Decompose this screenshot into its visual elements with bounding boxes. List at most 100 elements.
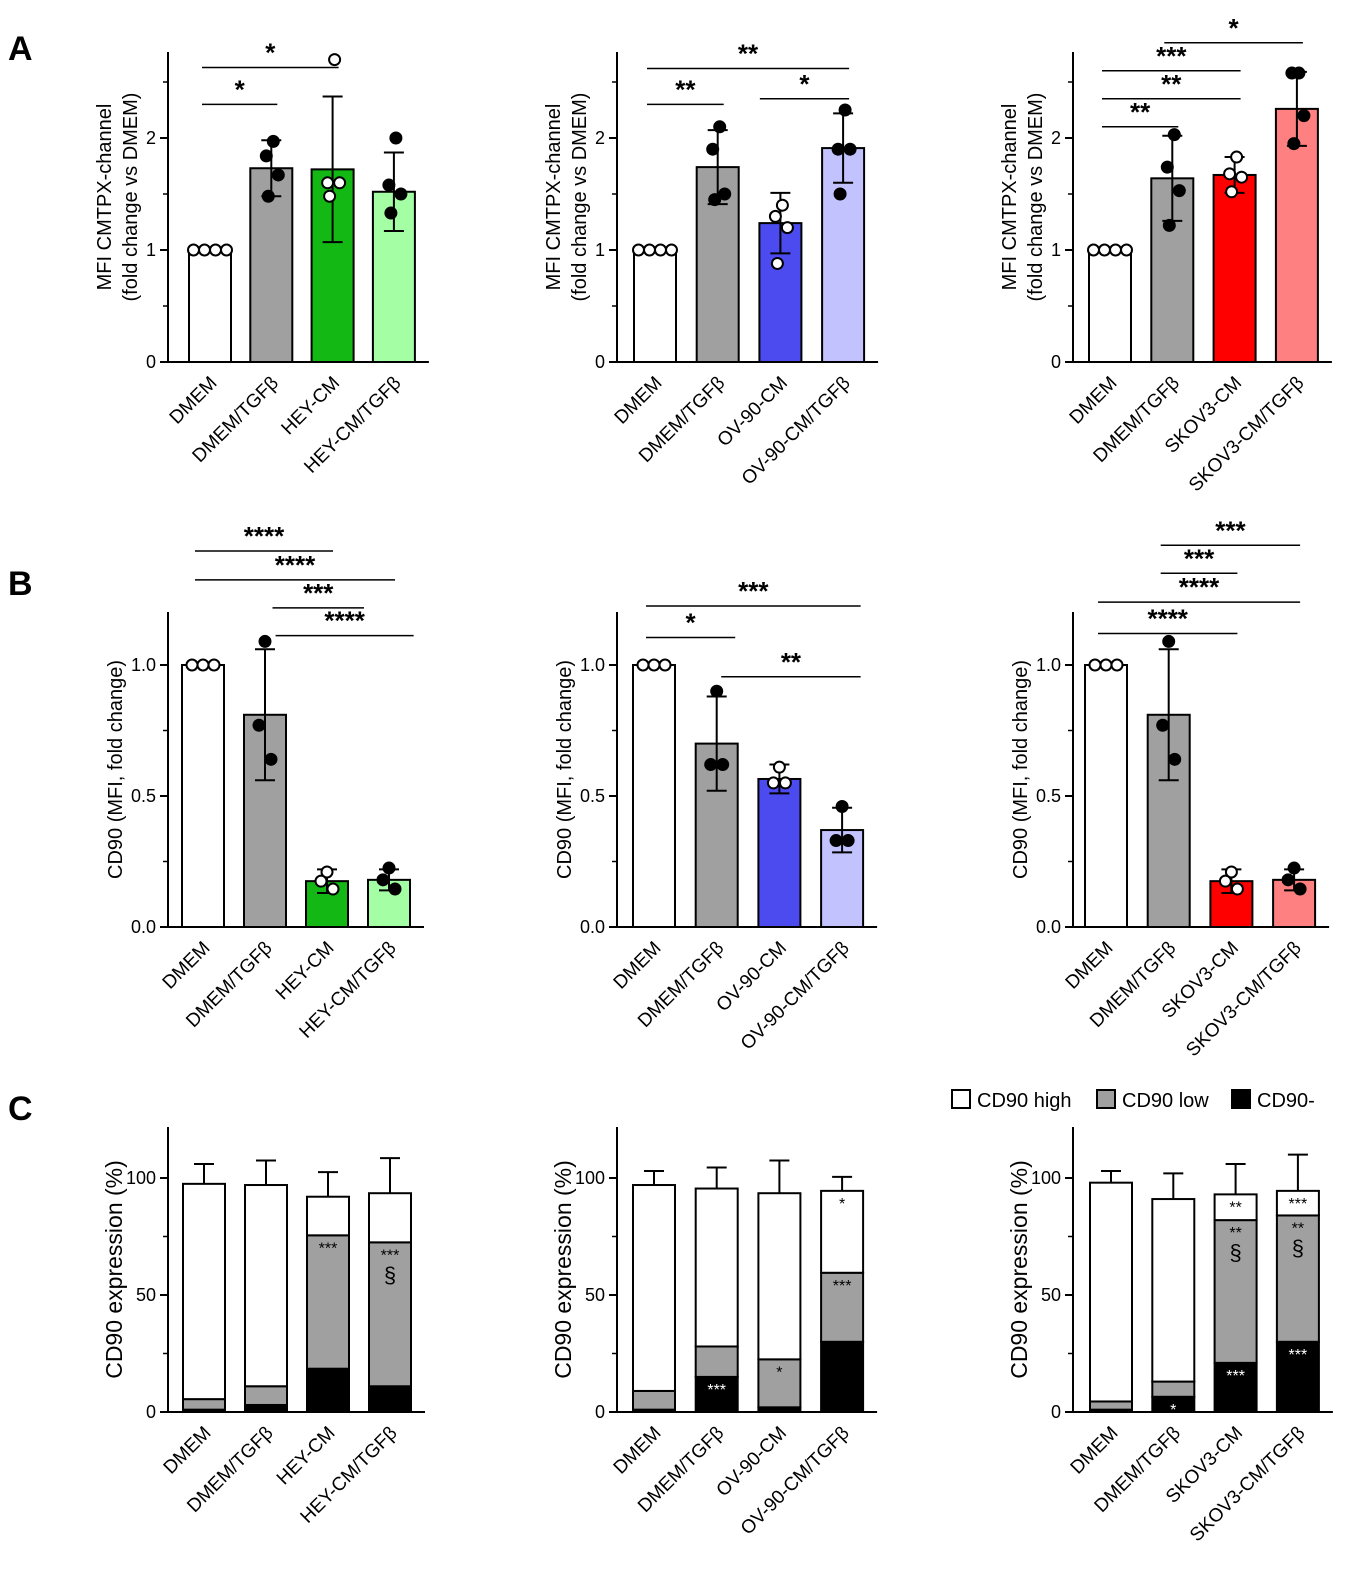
y-tick-label: 2 [146, 128, 156, 148]
significance-label: ** [781, 647, 802, 677]
data-point [388, 882, 402, 896]
x-category-label: DMEM [1062, 938, 1118, 994]
data-point [259, 149, 273, 163]
significance-label: *** [1184, 543, 1215, 573]
data-point-open [778, 776, 792, 790]
stacked-segment [1275, 1189, 1320, 1217]
legend-swatch [1096, 1089, 1116, 1109]
data-point [1162, 218, 1176, 232]
significance-label: **** [1147, 604, 1188, 634]
data-point-open [1087, 243, 1100, 257]
significance-label: ** [1161, 69, 1182, 99]
x-category-label: OV-90-CM/TGFβ [737, 938, 854, 1055]
data-point [831, 142, 845, 156]
data-point [271, 168, 285, 182]
data-point [1293, 882, 1307, 896]
y-tick-label: 2 [1051, 128, 1061, 148]
y-tick-label: 0 [595, 352, 605, 372]
x-category-label: DMEM [611, 373, 667, 429]
data-point [716, 758, 730, 772]
data-point [376, 873, 390, 887]
significance-label: * [235, 74, 246, 104]
significance-label: *** [738, 576, 769, 606]
y-tick-label: 0 [146, 1402, 156, 1422]
significance-label: **** [244, 521, 285, 551]
stacked-segment [1213, 1193, 1258, 1222]
segment-significance: *** [707, 1382, 726, 1399]
x-category-label: DMEM [1066, 373, 1122, 429]
bar [632, 664, 676, 928]
significance-label: * [686, 607, 697, 637]
stacked-segment [757, 1192, 802, 1361]
segment-significance: ** [1229, 1225, 1241, 1242]
x-category-label: OV-90-CM/TGFβ [738, 373, 855, 490]
legend-label: CD90 low [1122, 1090, 1209, 1112]
significance-label: **** [324, 606, 365, 636]
data-point-open [196, 658, 210, 672]
data-point-open [1225, 185, 1239, 199]
y-tick-label: 0 [1051, 352, 1061, 372]
significance-label: * [1229, 13, 1240, 43]
data-point [713, 120, 727, 134]
stacked-segment [306, 1195, 350, 1237]
y-tick-label: 1.0 [580, 655, 605, 675]
data-point [706, 142, 720, 156]
data-point [1162, 634, 1176, 648]
x-category-label: DMEM [160, 1423, 216, 1479]
data-point [1281, 873, 1295, 887]
y-tick-label: 0 [1051, 1402, 1061, 1422]
stacked-segment [632, 1389, 676, 1411]
y-tick-label: 100 [126, 1168, 156, 1188]
bar [1212, 173, 1257, 363]
segment-significance: *** [1289, 1347, 1308, 1364]
significance-label: *** [1156, 41, 1187, 71]
y-tick-label: 0.5 [580, 786, 605, 806]
data-point [1167, 128, 1181, 142]
segment-significance: * [776, 1364, 782, 1381]
data-point-open [775, 198, 789, 212]
data-point-open [321, 176, 335, 190]
data-point [835, 799, 849, 813]
y-tick-label: 2 [595, 128, 605, 148]
stacked-segment [1275, 1340, 1320, 1414]
legend-swatch [1231, 1089, 1251, 1109]
y-axis-label: MFI CMTPX-channel [94, 104, 116, 291]
chart-A2: 0 1 2 MFI CMTPX-channel (fold change vs DMEM… [543, 39, 879, 490]
data-point-open [1098, 243, 1111, 257]
data-point [1168, 752, 1182, 766]
bar [1088, 249, 1132, 363]
data-point [389, 131, 403, 145]
stacked-segment [757, 1358, 802, 1409]
data-point [382, 861, 396, 875]
stacked-segment [694, 1345, 739, 1378]
data-point [841, 834, 855, 848]
y-axis-label: CD90 (MFI, fold change) [1010, 660, 1032, 879]
segment-significance: *** [1289, 1196, 1308, 1213]
bar [243, 713, 287, 929]
y-axis-label: CD90 expression (%) [101, 1160, 127, 1379]
segment-significance: *** [833, 1278, 852, 1295]
data-point-open [1110, 658, 1124, 672]
legend-swatch [951, 1089, 971, 1109]
stacked-segment [306, 1367, 350, 1413]
data-point-open [320, 865, 334, 879]
data-point-open [1109, 243, 1122, 257]
data-point-open [314, 874, 328, 888]
data-point-open [1120, 243, 1133, 257]
y-tick-label: 0 [146, 352, 156, 372]
y-axis-label: CD90 (MFI, fold change) [105, 660, 127, 879]
y-tick-label: 1 [1051, 240, 1061, 260]
legend-label: CD90- [1257, 1090, 1315, 1112]
y-tick-label: 0.0 [1036, 917, 1061, 937]
data-point [394, 187, 408, 201]
data-point [1160, 160, 1174, 174]
stacked-segment [1275, 1214, 1320, 1343]
data-point [252, 718, 266, 732]
data-point-open [654, 243, 667, 257]
y-tick-label: 50 [1041, 1285, 1061, 1305]
y-axis-label: CD90 expression (%) [1006, 1160, 1032, 1379]
